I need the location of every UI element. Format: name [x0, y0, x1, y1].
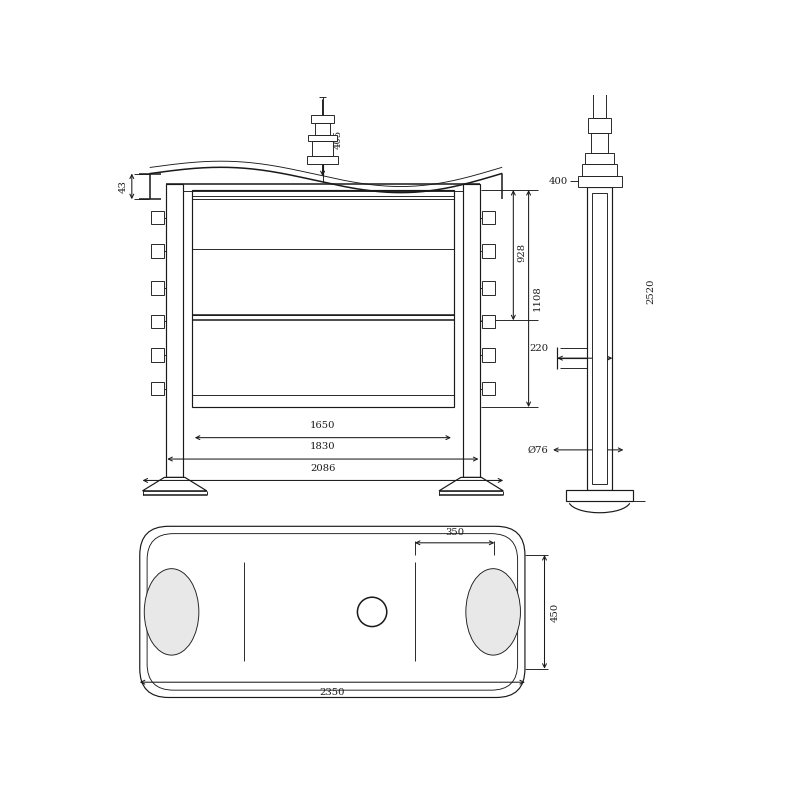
Bar [586, 187, 612, 490]
Bar [482, 211, 495, 224]
Text: 2086: 2086 [310, 464, 335, 472]
Text: 1108: 1108 [533, 286, 542, 311]
Polygon shape [439, 477, 503, 491]
Text: 928: 928 [518, 243, 526, 262]
Bar [150, 349, 164, 362]
Text: 43: 43 [119, 180, 128, 193]
Text: 450: 450 [550, 603, 560, 622]
Bar [482, 349, 495, 362]
Bar [592, 193, 607, 484]
Bar [166, 184, 183, 477]
Text: 2520: 2520 [646, 279, 655, 304]
Text: 400: 400 [549, 177, 568, 186]
Polygon shape [142, 477, 206, 491]
Bar [150, 382, 164, 395]
Bar [192, 190, 454, 407]
Bar [482, 314, 495, 328]
Bar [462, 184, 480, 477]
FancyBboxPatch shape [140, 526, 525, 697]
Bar [308, 135, 338, 141]
Text: 2350: 2350 [320, 688, 345, 697]
Bar [150, 314, 164, 328]
Circle shape [358, 597, 386, 626]
Bar [482, 382, 495, 395]
Bar [482, 245, 495, 258]
Text: 350: 350 [445, 528, 464, 537]
Bar [482, 281, 495, 295]
Bar [306, 156, 338, 164]
Bar [150, 245, 164, 258]
Ellipse shape [466, 569, 521, 655]
Bar [586, 152, 614, 164]
Bar [566, 490, 633, 501]
Text: 1650: 1650 [310, 421, 336, 430]
Text: 1830: 1830 [310, 442, 336, 451]
Bar [582, 164, 618, 176]
Bar [591, 133, 608, 152]
Text: 220: 220 [529, 345, 548, 353]
Bar [588, 118, 611, 133]
Bar [594, 83, 605, 94]
Bar [150, 211, 164, 224]
Ellipse shape [144, 569, 199, 655]
Bar [315, 123, 330, 135]
Bar [578, 176, 622, 187]
Text: 405: 405 [334, 130, 342, 149]
Bar [312, 141, 334, 156]
Text: Ø76: Ø76 [528, 445, 549, 454]
Bar [311, 115, 334, 123]
Bar [593, 94, 606, 118]
Bar [150, 281, 164, 295]
